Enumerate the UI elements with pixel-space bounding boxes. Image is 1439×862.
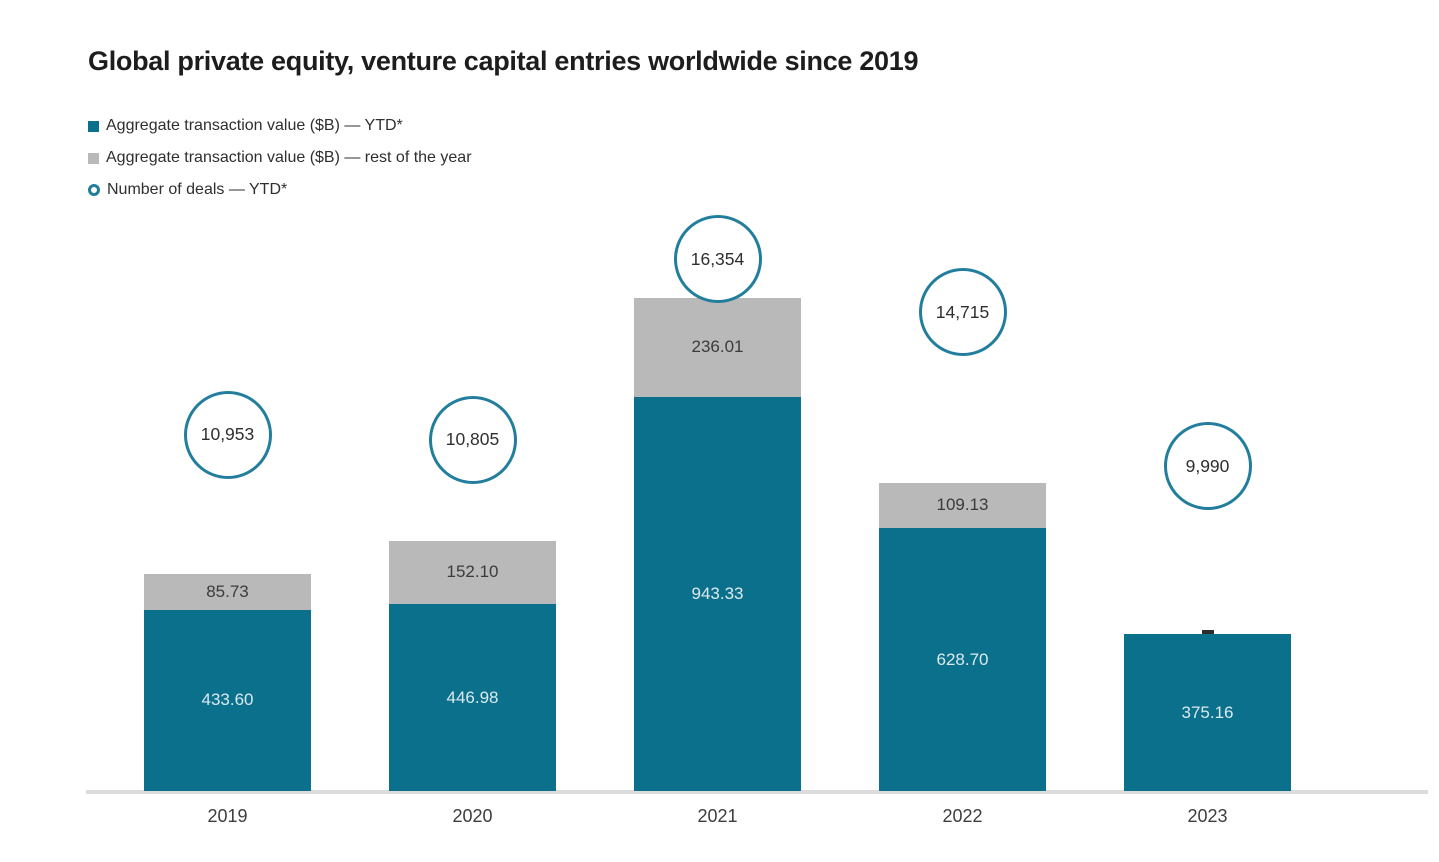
deals-circle-2021: 16,354 xyxy=(673,215,762,304)
chart-legend: Aggregate transaction value ($B) — YTD* … xyxy=(88,114,472,210)
deals-circle-2019: 10,953 xyxy=(183,390,272,479)
x-axis-label-2021: 2021 xyxy=(697,806,738,826)
legend-item-ytd-value: Aggregate transaction value ($B) — YTD* xyxy=(88,114,472,138)
legend-label-ytd-value: Aggregate transaction value ($B) — YTD* xyxy=(106,117,403,134)
deals-circle-2022: 14,715 xyxy=(918,268,1007,357)
small-tick-mark-2023 xyxy=(1201,630,1214,635)
bar-segment-ytd-2023: 375.16 xyxy=(1124,634,1291,791)
bar-segment-rest-2019: 85.73 xyxy=(144,573,311,610)
x-axis-label-2023: 2023 xyxy=(1187,806,1228,826)
bar-segment-rest-2021: 236.01 xyxy=(634,298,801,397)
bar-segment-rest-2022: 109.13 xyxy=(879,482,1046,529)
deals-circle-2023: 9,990 xyxy=(1163,422,1252,511)
legend-item-number-of-deals: Number of deals — YTD* xyxy=(88,178,472,202)
chart-title: Global private equity, venture capital e… xyxy=(88,46,919,76)
deals-circle-2020: 10,805 xyxy=(428,395,517,484)
x-axis-label-2022: 2022 xyxy=(942,806,983,826)
x-axis-label-2020: 2020 xyxy=(452,806,493,826)
bar-segment-ytd-2019: 433.60 xyxy=(144,609,311,791)
legend-label-rest-of-year-value: Aggregate transaction value ($B) — rest … xyxy=(106,149,472,166)
teal-square-icon xyxy=(88,120,99,132)
gray-square-icon xyxy=(88,152,99,164)
x-axis-line xyxy=(86,790,1428,794)
circle-outline-icon xyxy=(88,184,100,196)
bar-segment-rest-2020: 152.10 xyxy=(389,540,556,605)
bar-segment-ytd-2021: 943.33 xyxy=(634,396,801,791)
x-axis-label-2019: 2019 xyxy=(207,806,248,826)
bar-segment-ytd-2022: 628.70 xyxy=(879,528,1046,791)
legend-item-rest-of-year-value: Aggregate transaction value ($B) — rest … xyxy=(88,146,472,170)
legend-label-number-of-deals: Number of deals — YTD* xyxy=(107,181,288,198)
bar-segment-ytd-2020: 446.98 xyxy=(389,604,556,791)
